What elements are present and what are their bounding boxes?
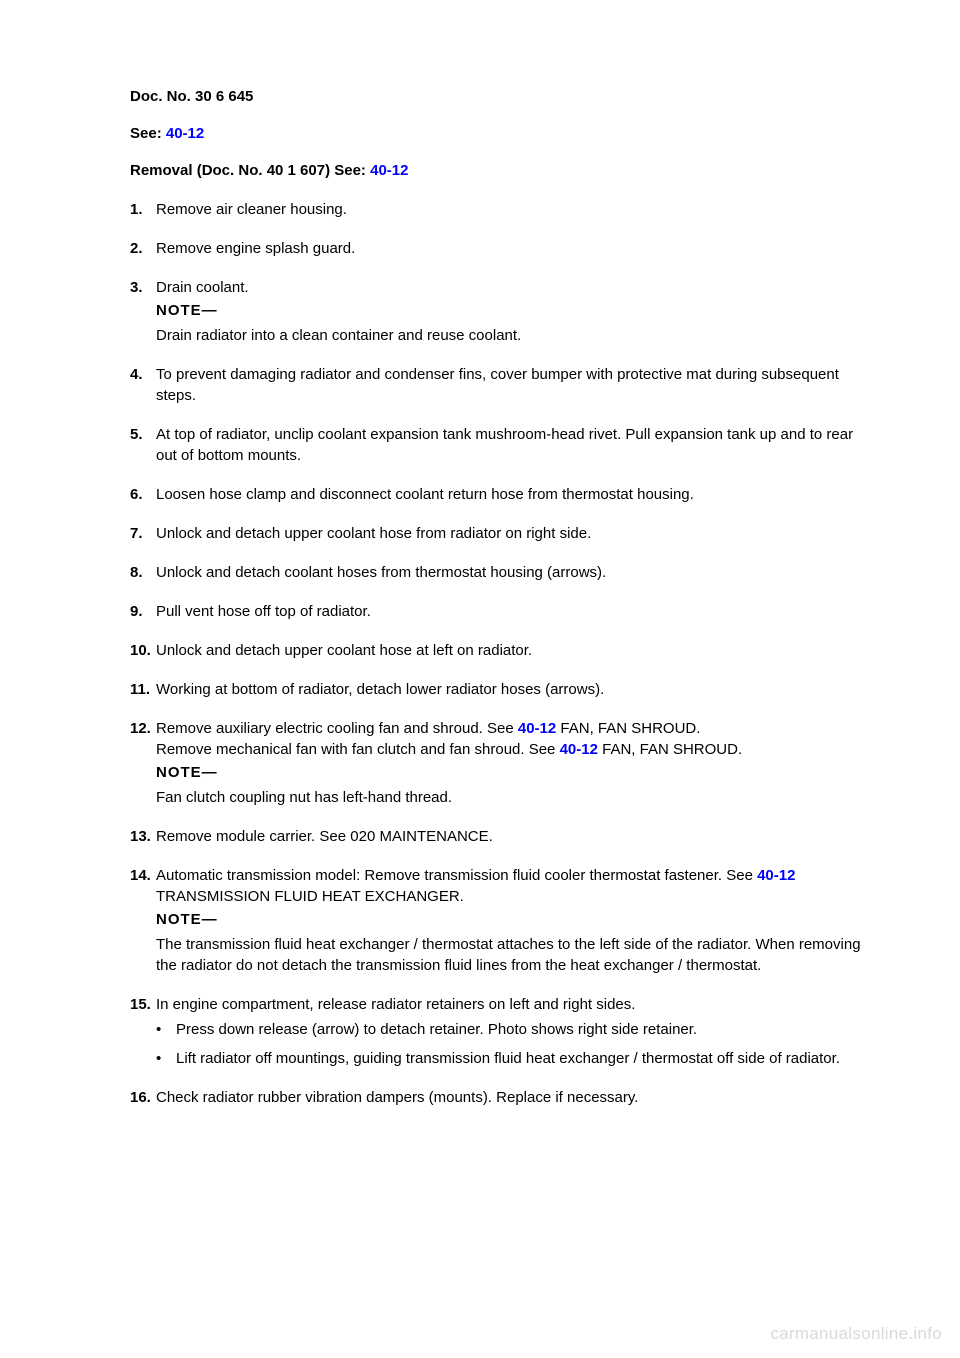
step-1: 1. Remove air cleaner housing. [130, 199, 870, 220]
note-body: Drain radiator into a clean container an… [156, 325, 870, 346]
step-number: 10. [130, 640, 156, 661]
step-7: 7. Unlock and detach upper coolant hose … [130, 523, 870, 544]
step-text: Working at bottom of radiator, detach lo… [156, 679, 870, 700]
step-text-part: Remove mechanical fan with fan clutch an… [156, 741, 560, 758]
step-number: 9. [130, 601, 156, 622]
step-number: 5. [130, 424, 156, 466]
bullet-text: Lift radiator off mountings, guiding tra… [176, 1048, 870, 1069]
step-11: 11. Working at bottom of radiator, detac… [130, 679, 870, 700]
removal-link[interactable]: 40-12 [370, 162, 408, 179]
step-8: 8. Unlock and detach coolant hoses from … [130, 562, 870, 583]
see-label: See: [130, 125, 162, 142]
see-link[interactable]: 40-12 [757, 867, 795, 884]
note-body: Fan clutch coupling nut has left-hand th… [156, 787, 870, 808]
step-text: Unlock and detach upper coolant hose fro… [156, 523, 870, 544]
step-text: Automatic transmission model: Remove tra… [156, 865, 870, 907]
step-number: 15. [130, 994, 156, 1015]
step-text: Remove air cleaner housing. [156, 199, 870, 220]
step-number: 11. [130, 679, 156, 700]
step-text: Loosen hose clamp and disconnect coolant… [156, 484, 870, 505]
step-number: 16. [130, 1087, 156, 1108]
manual-page: Doc. No. 30 6 645 See: 40-12 Removal (Do… [0, 0, 960, 1358]
step-3: 3. Drain coolant. [130, 277, 870, 298]
removal-row: Removal (Doc. No. 40 1 607) See: 40-12 [130, 162, 870, 179]
step-text-part: Remove auxiliary electric cooling fan an… [156, 720, 518, 737]
step-text: Remove module carrier. See 020 MAINTENAN… [156, 826, 870, 847]
step-5: 5. At top of radiator, unclip coolant ex… [130, 424, 870, 466]
note-body: The transmission fluid heat exchanger / … [156, 934, 870, 976]
step-text-part: FAN, FAN SHROUD. [556, 720, 700, 737]
removal-label: Removal (Doc. No. 40 1 607) See: [130, 162, 366, 179]
step-14: 14. Automatic transmission model: Remove… [130, 865, 870, 907]
step-number: 2. [130, 238, 156, 259]
step-number: 1. [130, 199, 156, 220]
step-text: Pull vent hose off top of radiator. [156, 601, 870, 622]
step-10: 10. Unlock and detach upper coolant hose… [130, 640, 870, 661]
watermark: carmanualsonline.info [770, 1324, 942, 1344]
step-number: 12. [130, 718, 156, 760]
step-text-part: Automatic transmission model: Remove tra… [156, 867, 757, 884]
note-label: NOTE— [156, 302, 870, 319]
step-text: Remove auxiliary electric cooling fan an… [156, 718, 870, 760]
step-text: In engine compartment, release radiator … [156, 994, 870, 1015]
step-6: 6. Loosen hose clamp and disconnect cool… [130, 484, 870, 505]
step-text: Unlock and detach coolant hoses from the… [156, 562, 870, 583]
doc-number: Doc. No. 30 6 645 [130, 88, 253, 105]
step-text: To prevent damaging radiator and condens… [156, 364, 870, 406]
bullet-item: • Lift radiator off mountings, guiding t… [156, 1048, 870, 1069]
step-text-part: TRANSMISSION FLUID HEAT EXCHANGER. [156, 888, 464, 905]
step-number: 14. [130, 865, 156, 907]
step-text: Drain coolant. [156, 277, 870, 298]
see-link[interactable]: 40-12 [560, 741, 598, 758]
bullet-dot: • [156, 1048, 176, 1069]
step-9: 9. Pull vent hose off top of radiator. [130, 601, 870, 622]
see-link-1[interactable]: 40-12 [166, 125, 204, 142]
step-number: 3. [130, 277, 156, 298]
note-label: NOTE— [156, 764, 870, 781]
see-row: See: 40-12 [130, 125, 870, 142]
step-number: 4. [130, 364, 156, 406]
step-12: 12. Remove auxiliary electric cooling fa… [130, 718, 870, 760]
step-text: Remove engine splash guard. [156, 238, 870, 259]
step-4: 4. To prevent damaging radiator and cond… [130, 364, 870, 406]
step-number: 13. [130, 826, 156, 847]
bullet-dot: • [156, 1019, 176, 1040]
doc-number-row: Doc. No. 30 6 645 [130, 88, 870, 105]
note-coolant: NOTE— Drain radiator into a clean contai… [156, 302, 870, 346]
bullet-text: Press down release (arrow) to detach ret… [176, 1019, 870, 1040]
step-13: 13. Remove module carrier. See 020 MAINT… [130, 826, 870, 847]
step-number: 8. [130, 562, 156, 583]
step-2: 2. Remove engine splash guard. [130, 238, 870, 259]
note-fluid: NOTE— The transmission fluid heat exchan… [156, 911, 870, 976]
step-text: Check radiator rubber vibration dampers … [156, 1087, 870, 1108]
step-16: 16. Check radiator rubber vibration damp… [130, 1087, 870, 1108]
bullet-item: • Press down release (arrow) to detach r… [156, 1019, 870, 1040]
step-number: 6. [130, 484, 156, 505]
step-number: 7. [130, 523, 156, 544]
see-link[interactable]: 40-12 [518, 720, 556, 737]
note-coupling: NOTE— Fan clutch coupling nut has left-h… [156, 764, 870, 808]
step-text: At top of radiator, unclip coolant expan… [156, 424, 870, 466]
step-text-part: FAN, FAN SHROUD. [598, 741, 742, 758]
note-label: NOTE— [156, 911, 870, 928]
step-15: 15. In engine compartment, release radia… [130, 994, 870, 1015]
step-text: Unlock and detach upper coolant hose at … [156, 640, 870, 661]
step-15-bullets: • Press down release (arrow) to detach r… [156, 1019, 870, 1069]
